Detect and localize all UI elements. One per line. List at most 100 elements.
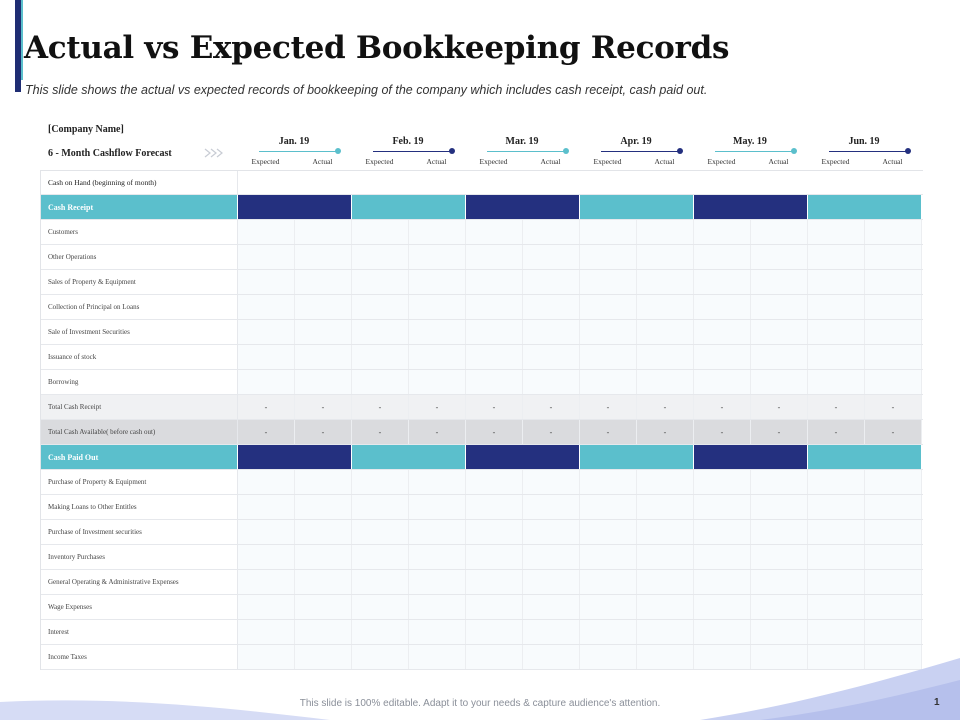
table-cell[interactable] [295, 270, 352, 294]
table-cell[interactable] [466, 495, 523, 519]
table-cell[interactable] [694, 345, 751, 369]
table-cell[interactable] [352, 595, 409, 619]
table-cell[interactable] [751, 295, 808, 319]
table-cell[interactable] [352, 570, 409, 594]
table-cell[interactable] [238, 645, 295, 669]
total-cell[interactable]: - [238, 395, 295, 419]
table-cell[interactable] [751, 570, 808, 594]
total-cell[interactable]: - [751, 420, 808, 444]
total-cell[interactable]: - [352, 395, 409, 419]
table-cell[interactable] [580, 520, 637, 544]
total-cell[interactable]: - [466, 420, 523, 444]
table-cell[interactable] [409, 595, 466, 619]
table-cell[interactable] [865, 620, 922, 644]
total-cell[interactable]: - [238, 420, 295, 444]
table-cell[interactable] [238, 245, 295, 269]
table-cell[interactable] [751, 270, 808, 294]
table-cell[interactable] [409, 495, 466, 519]
table-cell[interactable] [637, 495, 694, 519]
table-cell[interactable] [295, 645, 352, 669]
total-cell[interactable]: - [523, 420, 580, 444]
table-cell[interactable] [409, 370, 466, 394]
table-cell[interactable] [466, 545, 523, 569]
table-cell[interactable] [865, 245, 922, 269]
total-cell[interactable]: - [751, 395, 808, 419]
table-cell[interactable] [295, 570, 352, 594]
table-cell[interactable] [352, 370, 409, 394]
table-cell[interactable] [352, 220, 409, 244]
table-cell[interactable] [751, 345, 808, 369]
table-cell[interactable] [580, 545, 637, 569]
table-cell[interactable] [466, 270, 523, 294]
table-cell[interactable] [865, 570, 922, 594]
table-cell[interactable] [238, 545, 295, 569]
table-cell[interactable] [808, 545, 865, 569]
table-cell[interactable] [751, 320, 808, 344]
table-cell[interactable] [466, 470, 523, 494]
table-cell[interactable] [295, 220, 352, 244]
table-cell[interactable] [808, 220, 865, 244]
table-cell[interactable] [523, 470, 580, 494]
table-cell[interactable] [523, 620, 580, 644]
total-cell[interactable]: - [295, 395, 352, 419]
table-cell[interactable] [295, 370, 352, 394]
table-cell[interactable] [808, 370, 865, 394]
table-cell[interactable] [694, 620, 751, 644]
total-cell[interactable]: - [352, 420, 409, 444]
table-cell[interactable] [523, 245, 580, 269]
table-cell[interactable] [238, 320, 295, 344]
table-cell[interactable] [694, 545, 751, 569]
total-cell[interactable]: - [808, 420, 865, 444]
table-cell[interactable] [694, 320, 751, 344]
table-cell[interactable] [865, 220, 922, 244]
table-cell[interactable] [865, 470, 922, 494]
table-cell[interactable] [523, 295, 580, 319]
total-cell[interactable]: - [295, 420, 352, 444]
table-cell[interactable] [637, 570, 694, 594]
table-cell[interactable] [751, 370, 808, 394]
table-cell[interactable] [295, 295, 352, 319]
table-cell[interactable] [352, 645, 409, 669]
table-cell[interactable] [523, 595, 580, 619]
total-cell[interactable]: - [808, 395, 865, 419]
table-cell[interactable] [694, 220, 751, 244]
table-cell[interactable] [637, 520, 694, 544]
table-cell[interactable] [409, 220, 466, 244]
table-cell[interactable] [409, 470, 466, 494]
table-cell[interactable] [352, 295, 409, 319]
table-cell[interactable] [694, 495, 751, 519]
table-cell[interactable] [295, 595, 352, 619]
table-cell[interactable] [580, 470, 637, 494]
table-cell[interactable] [238, 470, 295, 494]
table-cell[interactable] [409, 320, 466, 344]
table-cell[interactable] [466, 220, 523, 244]
table-cell[interactable] [808, 570, 865, 594]
table-cell[interactable] [694, 645, 751, 669]
table-cell[interactable] [238, 595, 295, 619]
table-cell[interactable] [637, 220, 694, 244]
table-cell[interactable] [751, 520, 808, 544]
total-cell[interactable]: - [865, 395, 922, 419]
table-cell[interactable] [352, 270, 409, 294]
table-cell[interactable] [352, 495, 409, 519]
table-cell[interactable] [523, 495, 580, 519]
total-cell[interactable]: - [637, 395, 694, 419]
table-cell[interactable] [295, 470, 352, 494]
table-cell[interactable] [523, 370, 580, 394]
table-cell[interactable] [409, 545, 466, 569]
table-cell[interactable] [580, 620, 637, 644]
table-cell[interactable] [808, 470, 865, 494]
table-cell[interactable] [466, 620, 523, 644]
table-cell[interactable] [523, 570, 580, 594]
table-cell[interactable] [694, 245, 751, 269]
table-cell[interactable] [865, 545, 922, 569]
table-cell[interactable] [295, 620, 352, 644]
table-cell[interactable] [637, 645, 694, 669]
table-cell[interactable] [409, 620, 466, 644]
table-cell[interactable] [409, 345, 466, 369]
table-cell[interactable] [523, 645, 580, 669]
table-cell[interactable] [580, 320, 637, 344]
table-cell[interactable] [637, 370, 694, 394]
table-cell[interactable] [523, 345, 580, 369]
table-cell[interactable] [751, 245, 808, 269]
